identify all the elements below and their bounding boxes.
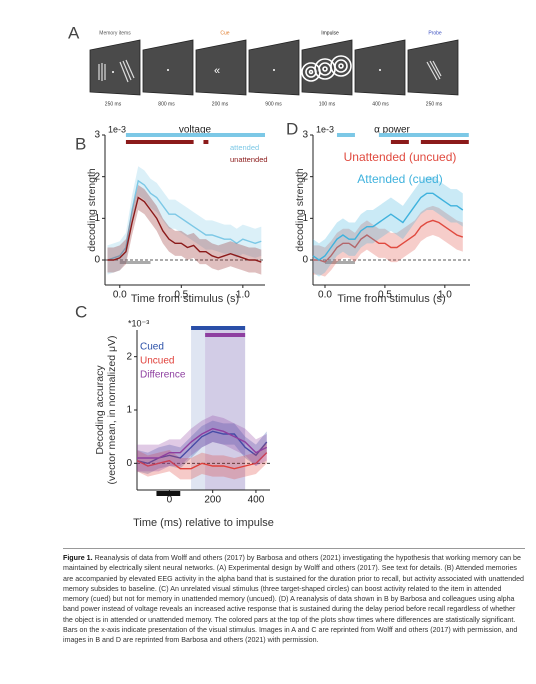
caption: Figure 1. Reanalysis of data from Wolff … <box>63 548 525 646</box>
caption-text: Reanalysis of data from Wolff and others… <box>63 554 524 645</box>
y-tick-label: 3 <box>302 130 308 141</box>
series-line <box>107 179 262 261</box>
y-tick-label: 2 <box>302 171 308 182</box>
axis-exponent: 1e-3 <box>108 124 126 134</box>
x-axis-label: Time from stimulus (s) <box>131 293 239 305</box>
y-tick-label: 0 <box>302 255 308 266</box>
y-axis-label: Decoding accuracy <box>94 365 106 455</box>
series-line <box>107 196 262 263</box>
x-tick-label: 0.0 <box>113 290 127 301</box>
duration-label: 800 ms <box>158 101 175 107</box>
confidence-band <box>137 442 267 480</box>
significance-bar <box>390 140 409 144</box>
x-tick-label: 1.0 <box>236 290 250 301</box>
legend-label: Difference <box>140 370 186 381</box>
legend-label: attended <box>230 143 259 152</box>
figure: A « Memory items Cue Impulse Probe 250 ms 800… <box>68 23 470 529</box>
legend-label: Uncued <box>140 356 174 367</box>
axis-exponent: *10⁻³ <box>128 318 149 328</box>
duration-label: 400 ms <box>372 101 389 107</box>
significance-bar <box>125 133 265 137</box>
legend-label: Unattended (uncued) <box>344 150 457 164</box>
x-axis-label: Time from stimulus (s) <box>337 293 445 305</box>
panel-label: A <box>68 23 80 42</box>
x-axis-label: Time (ms) relative to impulse <box>133 517 274 529</box>
y-tick-label: 0 <box>126 458 132 469</box>
panel-label: C <box>75 302 87 321</box>
x-tick-label: 1.0 <box>438 290 452 301</box>
y-tick-label: 3 <box>94 130 100 141</box>
y-axis-label: decoding strength <box>294 168 306 252</box>
x-tick-label: 0.5 <box>378 290 392 301</box>
y-tick-label: 2 <box>94 171 100 182</box>
axis-exponent: 1e-3 <box>316 124 334 134</box>
stimulus-bar <box>156 491 181 496</box>
chart-title: voltage <box>179 125 212 136</box>
significance-bar <box>378 133 469 137</box>
series-line <box>313 219 464 263</box>
significance-bar <box>191 326 246 330</box>
screens <box>89 39 459 96</box>
x-tick-label: 0 <box>167 495 173 506</box>
significance-bar <box>203 140 209 144</box>
y-axis-label: decoding strength <box>86 168 98 252</box>
phase-label: Memory items <box>99 30 131 36</box>
x-tick-label: 400 <box>248 495 265 506</box>
series-line <box>136 452 268 470</box>
stimulus-bar <box>119 261 151 264</box>
svg-text:«: « <box>214 65 220 77</box>
panel-label: B <box>75 134 86 153</box>
phase-label: Impulse <box>321 30 339 36</box>
x-tick-label: 0.5 <box>174 290 188 301</box>
legend-label: unattended <box>230 155 268 164</box>
y-tick-label: 2 <box>126 351 132 362</box>
x-tick-label: 200 <box>204 495 221 506</box>
duration-label: 250 ms <box>105 101 122 107</box>
panel-label: D <box>286 119 298 138</box>
series-line <box>137 427 268 459</box>
y-tick-label: 1 <box>126 405 132 416</box>
y-tick-label: 1 <box>302 213 308 224</box>
x-tick-label: 0.0 <box>318 290 332 301</box>
duration-label: 900 ms <box>265 101 282 107</box>
duration-label: 100 ms <box>319 101 336 107</box>
series-line <box>312 192 464 261</box>
y-tick-label: 1 <box>94 213 100 224</box>
confidence-band <box>107 185 262 275</box>
y-axis-label: (vector mean, in normalized μV) <box>106 335 118 484</box>
significance-bar <box>205 333 246 337</box>
y-tick-label: 0 <box>94 255 100 266</box>
confidence-band <box>313 176 463 277</box>
confidence-band <box>137 415 267 472</box>
duration-label: 250 ms <box>426 101 443 107</box>
significance-bar <box>336 133 355 137</box>
chart-title: α power <box>374 125 410 136</box>
legend-label: Cued <box>140 342 164 353</box>
legend-label: Attended (cued) <box>357 172 442 186</box>
phase-label: Probe <box>428 30 442 36</box>
stimuli: « <box>98 55 442 83</box>
duration-label: 200 ms <box>212 101 229 107</box>
phase-label: Cue <box>220 30 229 36</box>
stimulus-bar <box>324 261 355 264</box>
significance-bar <box>420 140 469 144</box>
caption-label: Figure 1. <box>63 554 93 562</box>
significance-bar <box>125 140 194 144</box>
